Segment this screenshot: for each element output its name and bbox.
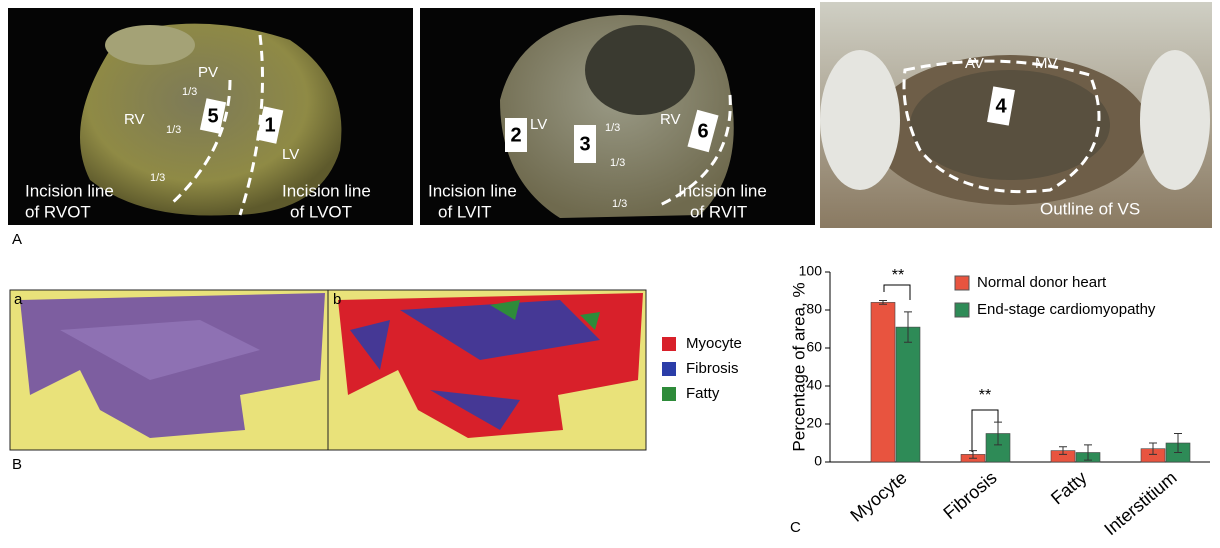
- legend-label: Normal donor heart: [977, 274, 1107, 291]
- legend-swatch: [955, 276, 969, 290]
- y-tick-label: 60: [806, 339, 822, 355]
- image-label: b: [333, 291, 341, 308]
- legend-label: End-stage cardiomyopathy: [977, 301, 1156, 318]
- panel-label: A: [12, 231, 22, 248]
- incision-label: of LVIT: [438, 202, 492, 221]
- bar: [896, 327, 920, 462]
- photo-label: 1/3: [166, 124, 181, 136]
- incision-label: Incision line: [25, 181, 114, 200]
- histology: a b Myocyte Fibrosis Fatty: [10, 290, 742, 450]
- photo-1: PV 1/3 RV 1/3 5 1 LV 1/3 Incision line o…: [8, 8, 413, 225]
- incision-label: Incision line: [678, 181, 767, 200]
- section-number: 5: [207, 105, 218, 127]
- photo-label: Outline of VS: [1040, 199, 1140, 218]
- photo-label: 1/3: [150, 172, 165, 184]
- photo-label: RV: [660, 111, 681, 128]
- photo-label: PV: [198, 64, 218, 81]
- x-tick-label: Fibrosis: [939, 467, 1000, 523]
- y-tick-label: 20: [806, 415, 822, 431]
- photo-label: 1/3: [182, 86, 197, 98]
- section-number: 1: [264, 114, 275, 136]
- incision-label: of LVOT: [290, 202, 352, 221]
- significance: **: [979, 387, 991, 404]
- legend-label: Fibrosis: [686, 360, 739, 377]
- legend-swatch: [955, 303, 969, 317]
- legend-label: Fatty: [686, 385, 720, 402]
- panel-label: C: [790, 519, 801, 536]
- photo-label: MV: [1035, 55, 1058, 72]
- x-tick-label: Myocyte: [846, 467, 910, 525]
- legend-label: Myocyte: [686, 335, 742, 352]
- incision-label: of RVOT: [25, 202, 91, 221]
- photo-label: 1/3: [612, 198, 627, 210]
- figure: PV 1/3 RV 1/3 5 1 LV 1/3 Incision line o…: [0, 0, 1220, 543]
- significance: **: [892, 267, 904, 284]
- photo-label: 1/3: [610, 157, 625, 169]
- photo-2: LV 2 3 1/3 1/3 1/3 RV 6 Incision line of…: [420, 8, 815, 225]
- y-tick-label: 100: [799, 263, 823, 279]
- y-tick-label: 0: [814, 453, 822, 469]
- x-tick-label: Fatty: [1047, 467, 1091, 508]
- panel-label: B: [12, 456, 22, 473]
- section-number: 3: [579, 133, 590, 155]
- section-number: 6: [697, 120, 708, 142]
- incision-label: Incision line: [282, 181, 371, 200]
- photo-label: LV: [282, 146, 299, 163]
- y-tick-label: 80: [806, 301, 822, 317]
- incision-label: Incision line: [428, 181, 517, 200]
- section-number: 2: [510, 124, 521, 146]
- photo-label: LV: [530, 116, 547, 133]
- x-tick-label: Interstitium: [1100, 467, 1180, 539]
- image-label: a: [14, 291, 23, 308]
- section-number: 4: [995, 95, 1007, 117]
- photo-label: AV: [965, 55, 984, 72]
- bar: [871, 302, 895, 462]
- photo-label: 1/3: [605, 122, 620, 134]
- photo-label: RV: [124, 111, 145, 128]
- y-tick-label: 40: [806, 377, 822, 393]
- photo-3: AV MV 4 Outline of VS: [820, 2, 1212, 228]
- incision-label: of RVIT: [690, 202, 747, 221]
